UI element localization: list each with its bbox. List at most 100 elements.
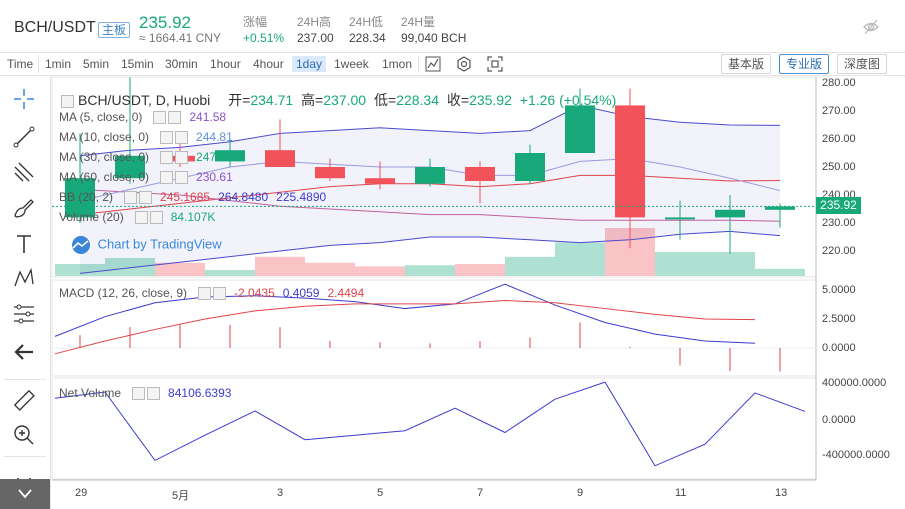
volume-bar: [755, 268, 805, 276]
close-icon[interactable]: [175, 151, 189, 165]
board-badge: 主板: [98, 22, 131, 38]
close-icon[interactable]: [213, 287, 227, 301]
close-icon[interactable]: [147, 387, 161, 401]
change-label: 涨幅: [243, 15, 268, 29]
close-icon[interactable]: [168, 111, 182, 125]
bb-lower-value: 225.4890: [276, 190, 327, 204]
interval-1hour[interactable]: 1hour: [210, 57, 241, 71]
price-axis-tick: 260.00: [822, 133, 856, 145]
volume-bar: [405, 265, 455, 276]
ma30-legend: MA (30, close, 0) 247.28: [59, 150, 233, 165]
change-value: +0.51%: [243, 31, 285, 45]
volume-bar: [55, 264, 105, 276]
volume-bar: [305, 262, 355, 276]
macd-label: MACD (12, 26, close, 9): [59, 286, 188, 300]
ma10-value: 244.81: [196, 130, 233, 144]
chart-type-icon[interactable]: [424, 55, 442, 73]
back-arrow-icon[interactable]: [11, 339, 37, 365]
zoom-in-icon[interactable]: [11, 422, 37, 448]
settings-icon[interactable]: [134, 211, 148, 225]
netvol-axis-tick: -400000.0000: [822, 449, 890, 461]
price-axis-tick: 280.00: [822, 77, 856, 89]
bollinger-band-fill: [80, 105, 780, 274]
volume-24h-label: 24H量: [401, 15, 436, 29]
text-tool-icon[interactable]: [11, 231, 37, 257]
interval-5min[interactable]: 5min: [83, 57, 110, 71]
close-value: 235.92: [469, 92, 512, 108]
drawing-toolbar: [0, 76, 51, 509]
pro-view-button[interactable]: 专业版: [779, 54, 830, 74]
close-icon[interactable]: [149, 211, 163, 225]
interval-15min[interactable]: 15min: [121, 57, 154, 71]
settings-icon[interactable]: [160, 171, 174, 185]
settings-icon[interactable]: [198, 287, 212, 301]
date-axis-tick: 13: [775, 487, 788, 499]
settings-icon[interactable]: [153, 111, 167, 125]
measure-icon[interactable]: [11, 301, 37, 327]
candle-body: [415, 167, 445, 184]
candle-body: [615, 105, 645, 218]
candle-body: [265, 150, 295, 167]
watermark-text: Chart by TradingView: [97, 236, 222, 252]
ma60-value: 230.61: [196, 170, 233, 184]
collapse-icon[interactable]: [61, 94, 74, 108]
hide-eye-icon[interactable]: [862, 18, 880, 36]
ma30-value: 247.28: [196, 150, 233, 164]
interval-1week[interactable]: 1week: [334, 57, 369, 71]
macd-axis-tick: 0.0000: [822, 342, 856, 354]
cny-price: ≈ 1664.41 CNY: [139, 31, 221, 45]
collapse-toolbar[interactable]: [0, 479, 50, 509]
interval-1day[interactable]: 1day: [292, 56, 327, 72]
volume-bar: [705, 252, 755, 276]
volume-24h-value: 99,040 BCH: [401, 31, 467, 45]
settings-icon[interactable]: [132, 387, 146, 401]
interval-1min[interactable]: 1min: [45, 57, 72, 71]
low-24h-label: 24H低: [349, 15, 384, 29]
low-value: 228.34: [396, 92, 439, 108]
date-axis-tick: 5月: [172, 490, 190, 502]
date-axis-tick: 3: [277, 487, 284, 499]
netvolume-value: 84106.6393: [168, 386, 232, 400]
tradingview-watermark[interactable]: Chart by TradingView: [68, 236, 222, 254]
interval-1mon[interactable]: 1mon: [382, 57, 413, 71]
price-axis-tick: 250.00: [822, 161, 856, 173]
toolbar-divider: [4, 379, 46, 380]
fib-tool-icon[interactable]: [11, 159, 37, 185]
fullscreen-icon[interactable]: [486, 55, 504, 73]
macd-line: [54, 283, 756, 344]
ma10-label: MA (10, close, 0): [59, 130, 150, 144]
pair-name[interactable]: BCH/USDT: [14, 19, 96, 36]
interval-4hour[interactable]: 4hour: [253, 57, 284, 71]
volume-value: 84.107K: [170, 210, 216, 224]
crosshair-icon[interactable]: [11, 86, 37, 112]
close-icon[interactable]: [175, 171, 189, 185]
settings-gear-icon[interactable]: [455, 55, 473, 73]
candle-body: [665, 217, 695, 220]
basic-view-button[interactable]: 基本版: [721, 54, 772, 74]
pattern-icon[interactable]: [11, 266, 37, 292]
netvol-axis-tick: 400000.0000: [822, 377, 887, 389]
trend-line-icon[interactable]: [11, 124, 37, 150]
bb-legend: BB (20, 2) 245.1685 264.8480 225.4890: [59, 190, 327, 205]
high-24h-value: 237.00: [297, 31, 334, 45]
settings-icon[interactable]: [124, 191, 138, 205]
ruler-icon[interactable]: [11, 387, 37, 413]
volume-bar: [155, 262, 205, 276]
brush-icon[interactable]: [11, 196, 37, 222]
volume-bar: [255, 256, 305, 276]
close-icon[interactable]: [175, 131, 189, 145]
candle-body: [315, 167, 345, 179]
settings-icon[interactable]: [160, 151, 174, 165]
settings-icon[interactable]: [160, 131, 174, 145]
interval-30min[interactable]: 30min: [165, 57, 198, 71]
symbol-title: BCH/USDT, D, Huobi: [78, 92, 211, 108]
time-label[interactable]: Time: [7, 57, 34, 71]
close-icon[interactable]: [139, 191, 153, 205]
volume-bar: [105, 258, 155, 276]
ma5-legend: MA (5, close, 0) 241.58: [59, 110, 226, 125]
ma30-label: MA (30, close, 0): [59, 150, 150, 164]
macd-axis-tick: 2.5000: [822, 313, 856, 325]
bb-upper-line: [79, 104, 781, 157]
depth-chart-button[interactable]: 深度图: [837, 54, 888, 74]
